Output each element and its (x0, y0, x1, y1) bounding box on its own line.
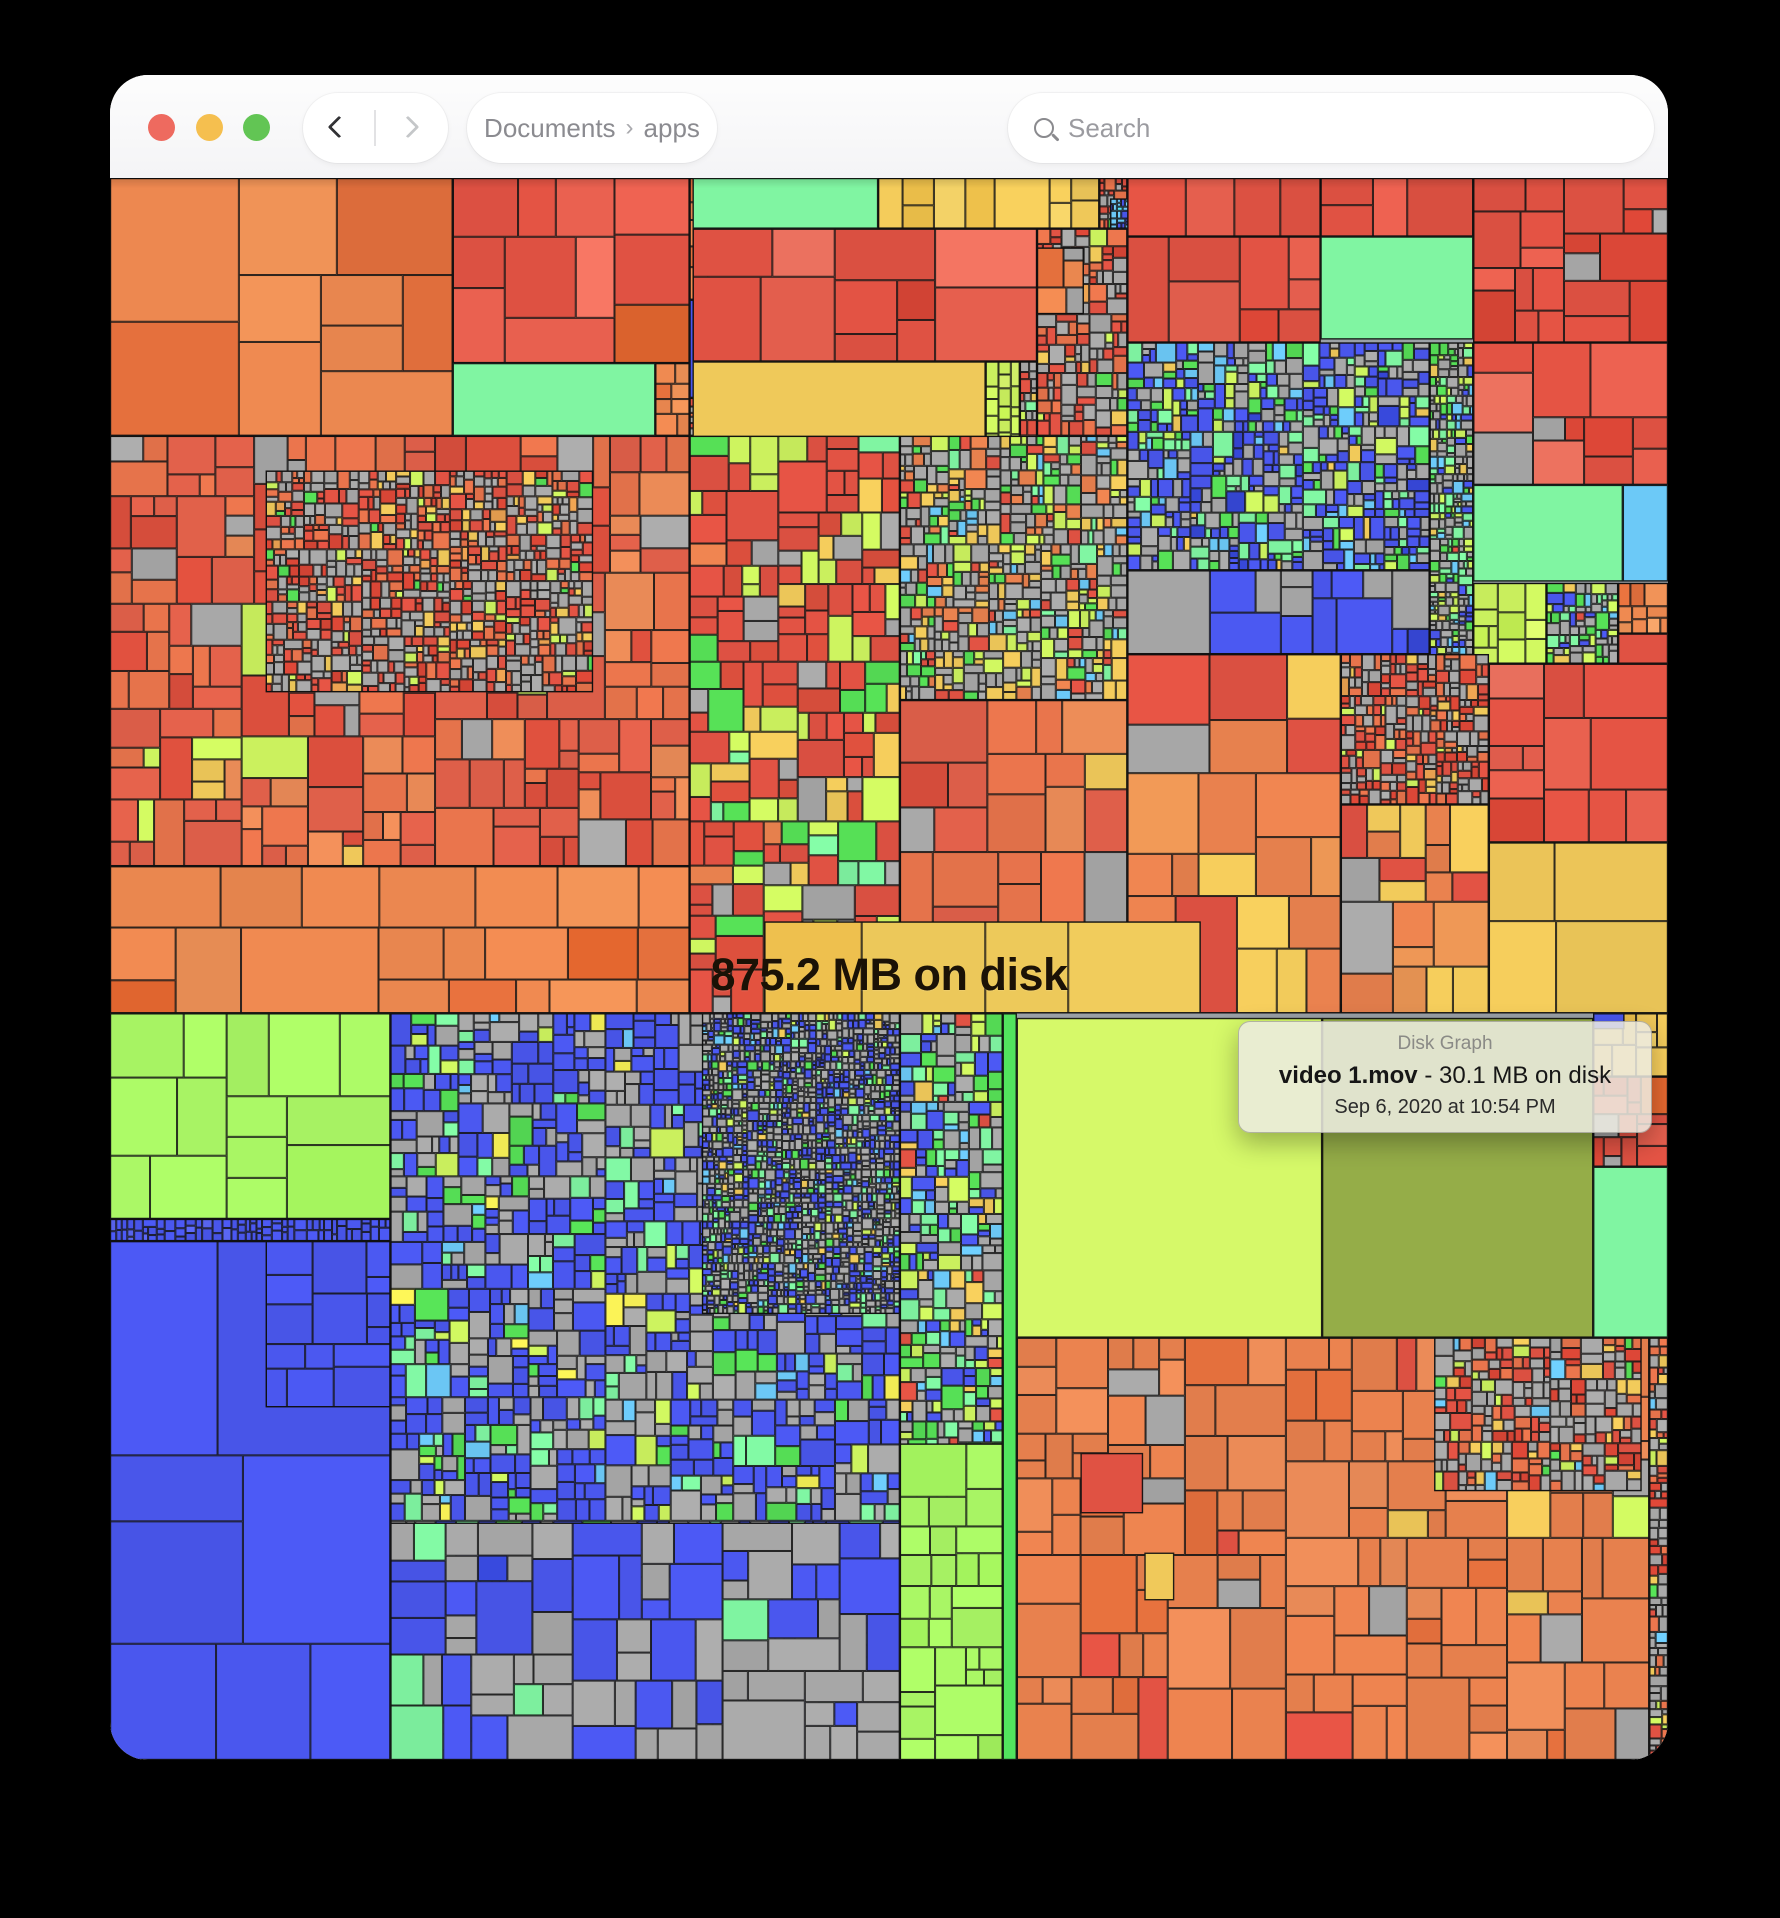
size-label: 875.2 MB on disk (710, 949, 1068, 1000)
nav-pill (303, 93, 448, 163)
treemap-content: 875.2 MB on disk Disk Graph video 1.mov … (110, 178, 1668, 1760)
tooltip-file-name: video 1.mov (1278, 1062, 1418, 1089)
tooltip: Disk Graph video 1.mov - 30.1 MB on disk… (1238, 1021, 1652, 1133)
search-bar (1008, 93, 1654, 163)
breadcrumb-item-apps[interactable]: apps (643, 112, 700, 143)
search-icon (1034, 118, 1054, 138)
breadcrumb[interactable]: Documents › apps (467, 93, 717, 163)
search-input[interactable] (1068, 112, 1608, 144)
forward-button[interactable] (382, 93, 448, 163)
breadcrumb-item-documents[interactable]: Documents (484, 112, 616, 143)
tooltip-file-size: - 30.1 MB on disk (1424, 1062, 1612, 1089)
close-button[interactable] (148, 114, 175, 141)
treemap[interactable] (110, 178, 1668, 1760)
disk-graph-window: Documents › apps 875.2 MB on disk Disk G… (110, 75, 1668, 1760)
minimize-button[interactable] (196, 114, 223, 141)
nav-divider (374, 110, 376, 146)
breadcrumb-separator-icon: › (625, 114, 634, 141)
chevron-left-icon (327, 115, 351, 139)
zoom-button[interactable] (243, 114, 270, 141)
back-button[interactable] (303, 93, 369, 163)
tooltip-date: Sep 6, 2020 at 10:54 PM (1334, 1096, 1556, 1118)
chevron-right-icon (396, 115, 420, 139)
tooltip-file-line: video 1.mov - 30.1 MB on disk (1253, 1062, 1637, 1090)
tooltip-app-title: Disk Graph (1397, 1033, 1493, 1054)
title-bar: Documents › apps (110, 75, 1668, 178)
